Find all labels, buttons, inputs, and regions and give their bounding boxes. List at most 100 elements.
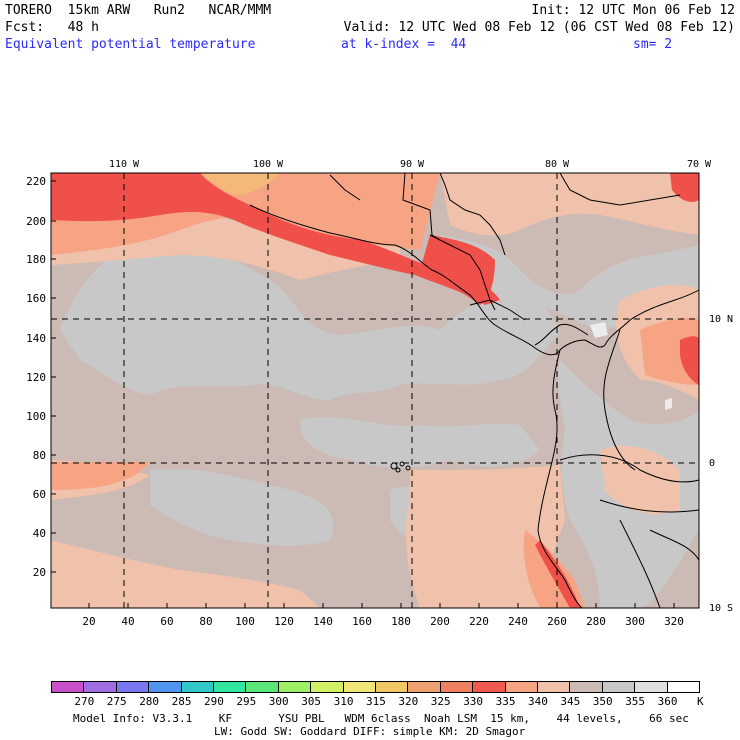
x-tick-label: 40 [121, 615, 134, 628]
field-name: Equivalent potential temperature [5, 37, 256, 52]
colorbar-label: 350 [592, 695, 613, 708]
colorbar-swatch [342, 681, 376, 693]
map-field [51, 173, 699, 608]
y-tick-label: 60 [33, 488, 46, 501]
colorbar-swatch [277, 681, 312, 693]
lon-label: 70 W [687, 159, 712, 170]
colorbar-label: 360 [657, 695, 678, 708]
init-time: Init: 12 UTC Mon 06 Feb 12 [531, 3, 736, 18]
y-tick-label: 220 [26, 175, 46, 188]
colorbar-swatch [148, 681, 182, 693]
x-tick-label: 220 [469, 615, 489, 628]
level-index: at k-index = 44 [341, 37, 467, 52]
x-tick-label: 180 [391, 615, 411, 628]
x-tick-label: 260 [547, 615, 567, 628]
colorbar-swatch [51, 681, 85, 693]
y-tick-label: 120 [26, 371, 46, 384]
colorbar-swatch [439, 681, 474, 693]
x-tick-label: 20 [82, 615, 95, 628]
red-zone [420, 235, 495, 305]
lat-label: 0 [709, 458, 715, 469]
colorbar-label: 320 [398, 695, 419, 708]
colorbar-swatch [601, 681, 636, 693]
x-tick-label: 100 [235, 615, 255, 628]
y-tick-label: 180 [26, 253, 46, 266]
y-tick-label: 40 [33, 527, 46, 540]
valid-time: Valid: 12 UTC Wed 08 Feb 12 (06 CST Wed … [343, 20, 735, 35]
model-run-title: TORERO 15km ARW Run2 NCAR/MMM [5, 3, 272, 18]
x-tick-label: 300 [625, 615, 645, 628]
y-tick-label: 200 [26, 215, 46, 228]
red-zone [670, 173, 699, 202]
colorbar-swatch [83, 681, 117, 693]
y-tick-label: 140 [26, 332, 46, 345]
colorbar-swatch [213, 681, 247, 693]
y-tick-label: 100 [26, 410, 46, 423]
colorbar-swatch [245, 681, 279, 693]
lat-label: 10 S [709, 603, 733, 614]
colorbar-label: 335 [495, 695, 516, 708]
colorbar-label: 290 [204, 695, 224, 708]
x-tick-marks [88, 603, 675, 608]
colorbar-swatch [666, 681, 700, 693]
colorbar-label: 275 [106, 695, 127, 708]
x-tick-label: 160 [352, 615, 372, 628]
colorbar-swatch [310, 681, 344, 693]
colorbar-swatch [537, 681, 571, 693]
peach-zone [440, 173, 699, 236]
colorbar-label: 345 [560, 695, 581, 708]
colorbar-label: 295 [236, 695, 257, 708]
peach-zone [405, 465, 565, 608]
y-tick-marks [51, 180, 56, 573]
grey-zone [60, 244, 560, 400]
white-patch [665, 398, 672, 410]
y-tick-label: 80 [33, 449, 46, 462]
lon-label: 100 W [253, 159, 284, 170]
colorbar-swatch [634, 681, 668, 693]
lat-label: 10 N [709, 314, 733, 325]
colorbar-swatch [504, 681, 538, 693]
y-tick-label: 20 [33, 566, 46, 579]
x-tick-label: 80 [199, 615, 212, 628]
colorbar-label: 285 [171, 695, 192, 708]
map-frame [50, 172, 700, 609]
colorbar-label: 330 [463, 695, 484, 708]
x-tick-label: 240 [508, 615, 528, 628]
colorbar-label: 355 [625, 695, 646, 708]
colorbar-label: 280 [139, 695, 160, 708]
white-patch [590, 322, 608, 338]
x-tick-label: 140 [313, 615, 333, 628]
lon-label: 80 W [545, 159, 570, 170]
coastlines [249, 172, 700, 609]
red-zone [51, 173, 500, 305]
colorbar-label: 325 [430, 695, 451, 708]
colorbar-unit: K [697, 695, 704, 708]
lat-lon-grid [51, 173, 699, 608]
x-tick-label: 60 [160, 615, 173, 628]
red-zone [680, 336, 699, 385]
physics-info: LW: Godd SW: Goddard DIFF: simple KM: 2D… [214, 725, 526, 738]
orange-zone [200, 173, 280, 195]
x-tick-label: 200 [430, 615, 450, 628]
forecast-hour: Fcst: 48 h [5, 20, 99, 35]
smoothing-value: sm= 2 [633, 37, 673, 52]
colorbar-swatch [180, 681, 214, 693]
x-tick-label: 120 [274, 615, 294, 628]
colorbar-swatch [407, 681, 441, 693]
grey-zone [150, 469, 334, 546]
colorbar-swatch [375, 681, 409, 693]
model-info: Model Info: V3.3.1 KF YSU PBL WDM 6class… [73, 712, 689, 725]
x-tick-label: 280 [586, 615, 606, 628]
peach-zone [51, 540, 320, 608]
colorbar-label: 270 [74, 695, 95, 708]
colorbar-swatch [115, 681, 150, 693]
salmon-zone [51, 462, 150, 490]
colorbar-label: 315 [366, 695, 386, 708]
colorbar-label: 305 [301, 695, 322, 708]
lon-label: 90 W [400, 159, 425, 170]
colorbar-label: 340 [528, 695, 548, 708]
grey-zone [300, 417, 540, 468]
colorbar-swatch [472, 681, 506, 693]
y-tick-label: 160 [26, 292, 46, 305]
